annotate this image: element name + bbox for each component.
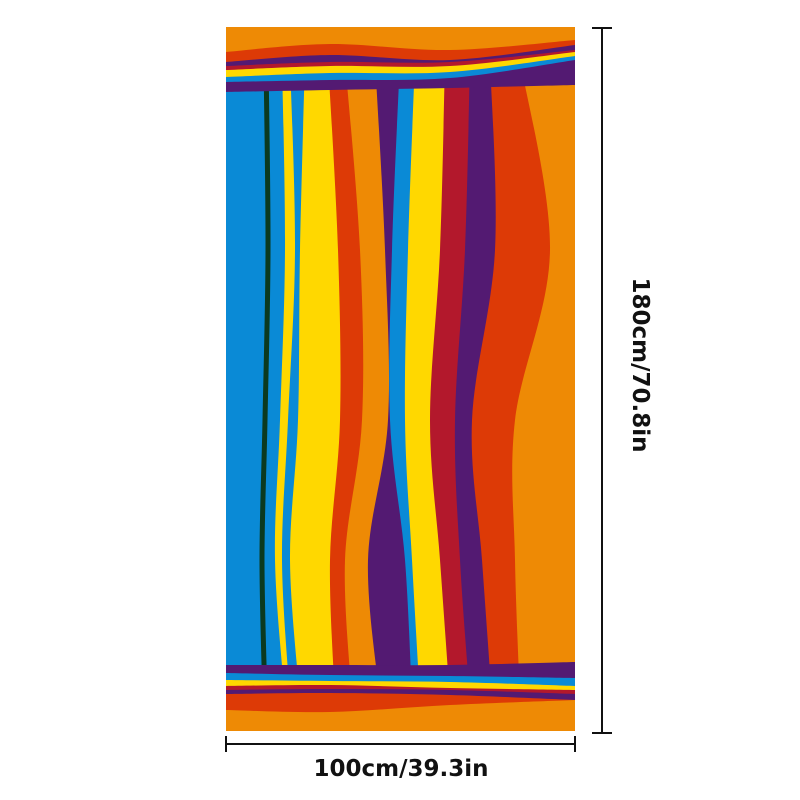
bottom-band-orange: [226, 700, 575, 731]
height-dimension-label: 180cm/70.8in: [627, 277, 653, 453]
stripe-green-line: [259, 59, 271, 701]
stripe-blue: [226, 60, 286, 700]
width-dimension-label: 100cm/39.3in: [313, 756, 489, 782]
towel: [226, 27, 575, 731]
top-band-orange: [226, 27, 575, 52]
